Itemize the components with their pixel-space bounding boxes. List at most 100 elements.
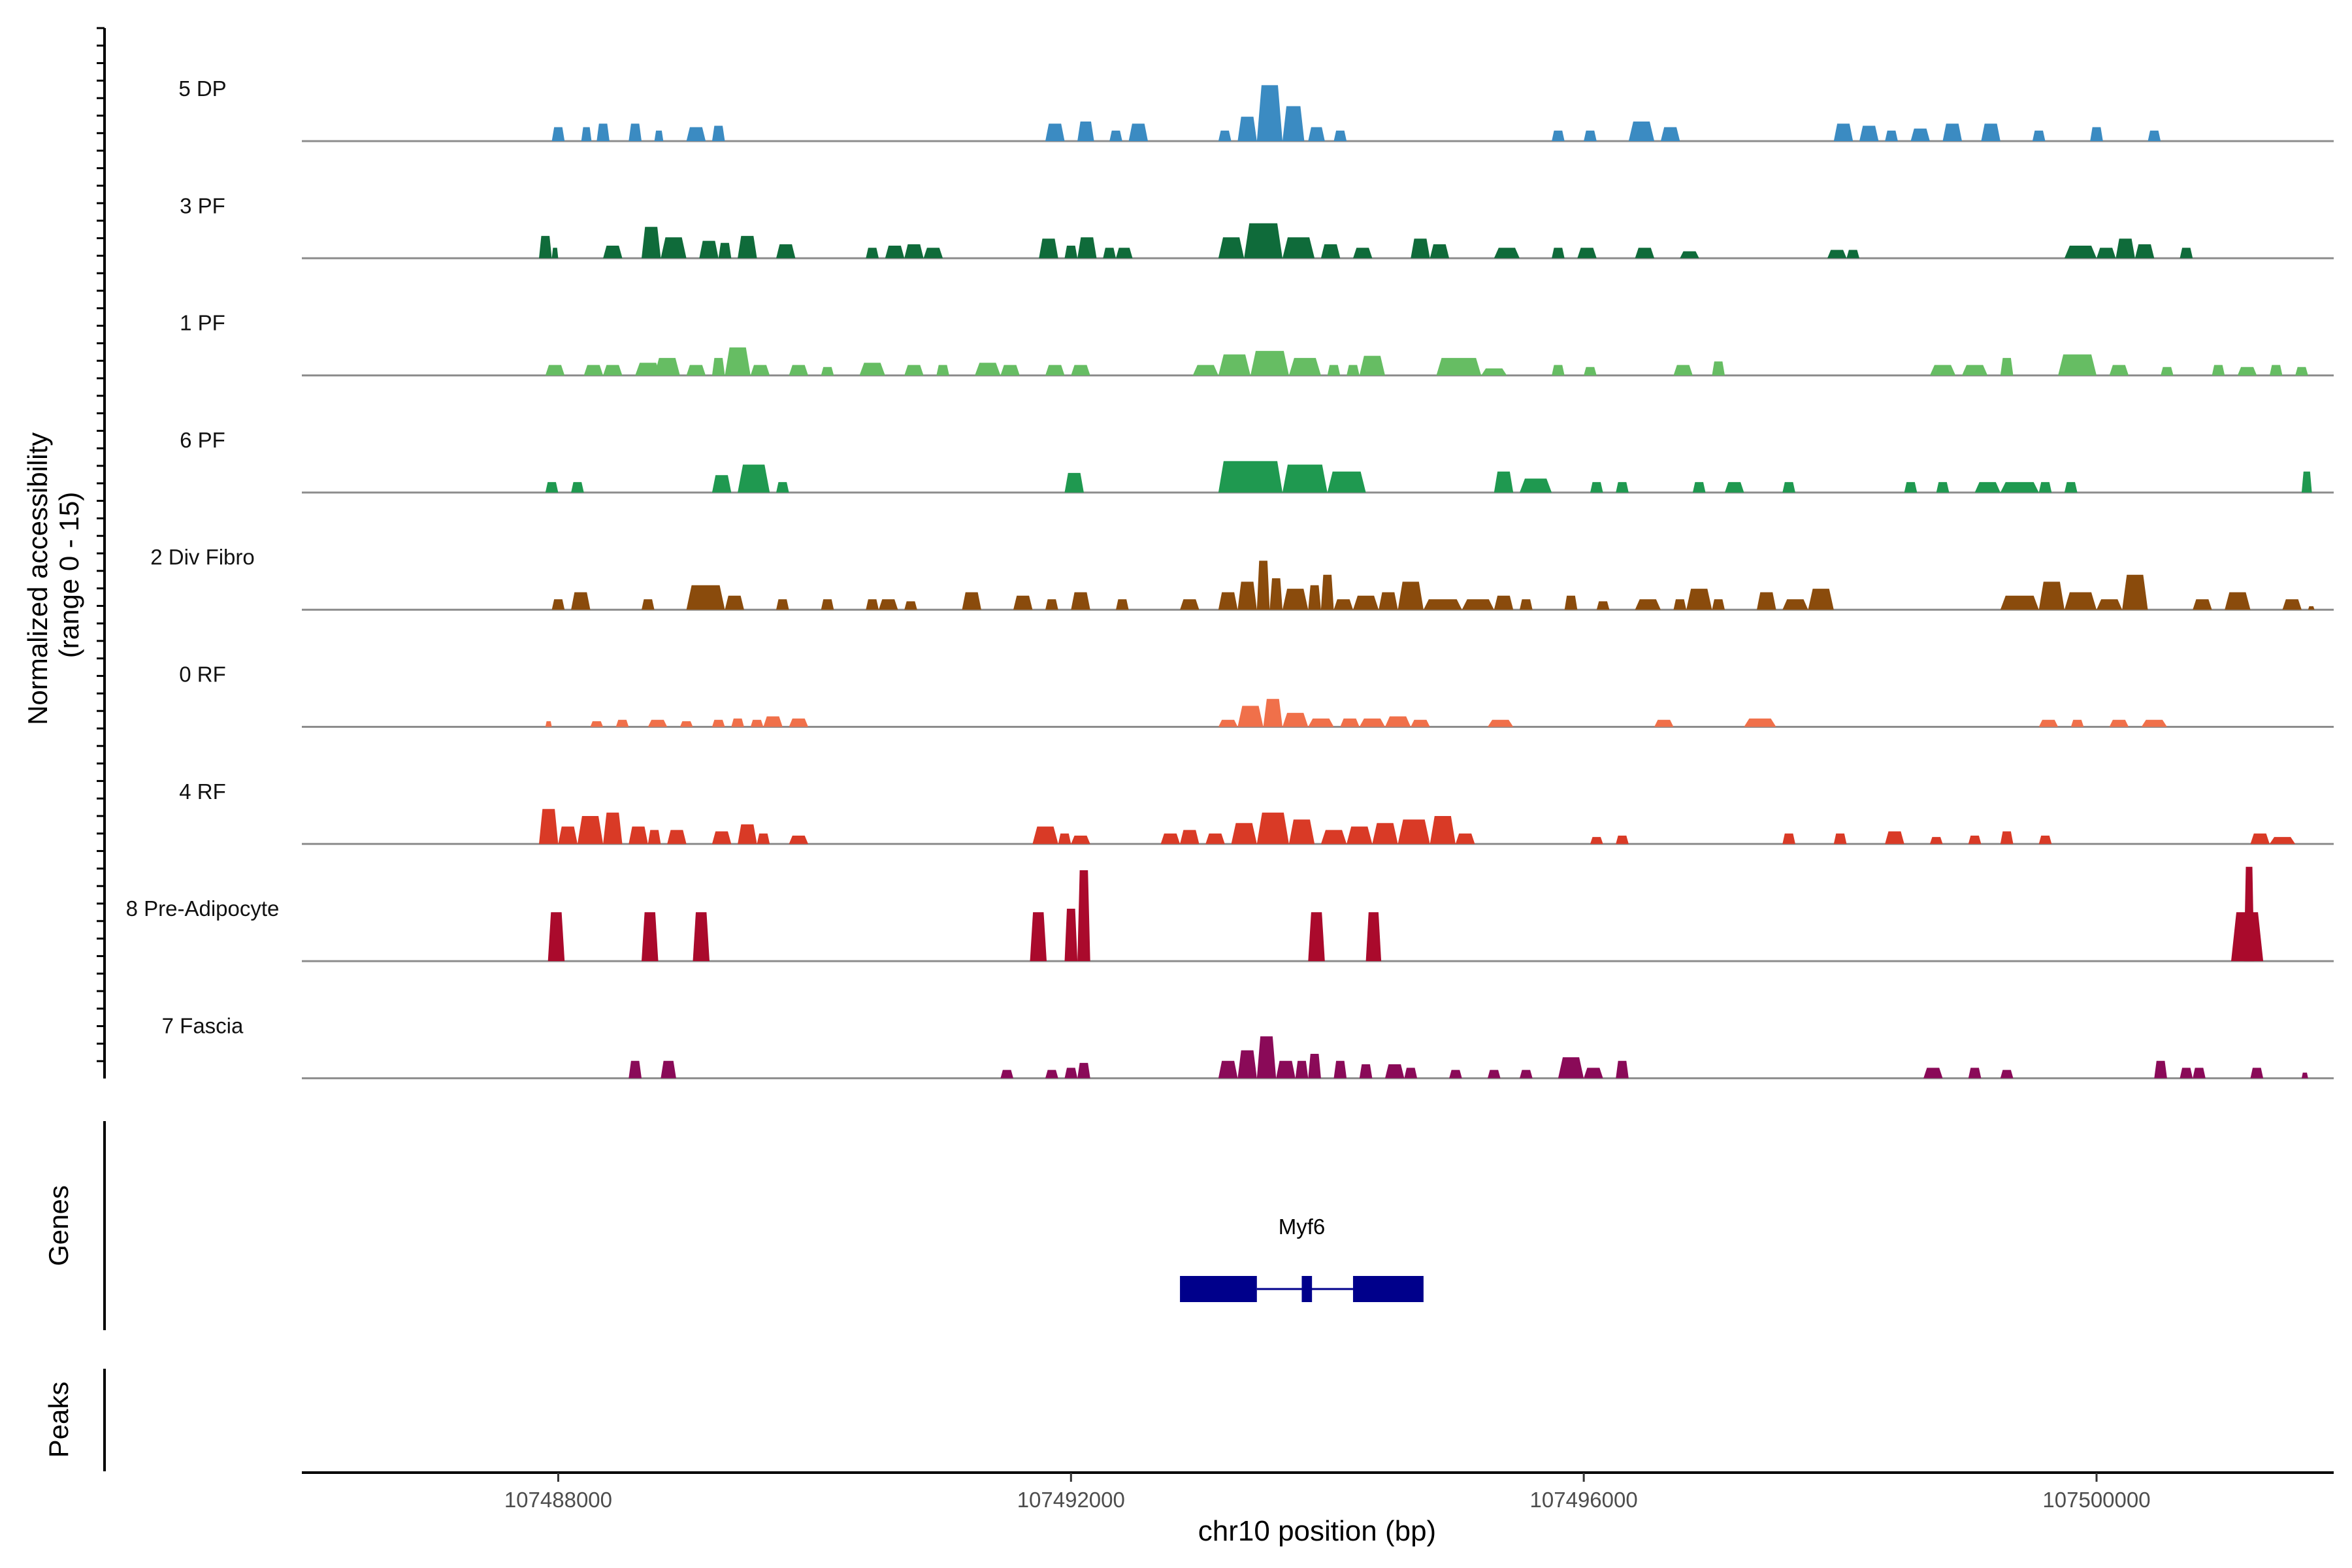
peak (2212, 365, 2225, 376)
x-axis-label: chr10 position (bp) (1198, 1515, 1436, 1547)
peak (1333, 1060, 1347, 1079)
peak (558, 826, 578, 844)
peak (1045, 365, 1065, 376)
peak (596, 123, 610, 141)
peak (1013, 595, 1033, 610)
genes-label: Genes (43, 1185, 74, 1266)
peak (1423, 599, 1462, 610)
peak (2148, 130, 2161, 141)
peak (1045, 123, 1065, 141)
peak (2295, 367, 2308, 376)
peak (590, 721, 604, 727)
peak (1385, 716, 1411, 727)
peak (1064, 1068, 1078, 1079)
peak (603, 365, 623, 376)
x-tick-label: 107492000 (1017, 1488, 1125, 1512)
peak (1584, 130, 1597, 141)
peak (2097, 599, 2123, 610)
peak (1103, 248, 1116, 259)
peak (1347, 826, 1373, 844)
peak (1488, 719, 1514, 727)
track-4-rf (302, 809, 2334, 845)
peak (750, 719, 764, 727)
peak (1077, 870, 1090, 962)
peak (577, 816, 604, 844)
track-2-div-fibro (302, 561, 2334, 611)
peak (789, 365, 808, 376)
peak (1635, 599, 1661, 610)
peak (1237, 1050, 1257, 1079)
peak (1282, 106, 1305, 141)
peak (539, 809, 559, 844)
peak (1782, 599, 1808, 610)
peak (2090, 127, 2103, 141)
peak (2038, 719, 2059, 727)
peak (2180, 1068, 2193, 1079)
peak (1397, 581, 1424, 610)
track-label-4-rf: 4 RF (179, 779, 226, 804)
peak (821, 599, 834, 610)
peak (2038, 482, 2052, 493)
peak (2109, 719, 2129, 727)
peak (1160, 833, 1181, 844)
peak (2122, 574, 2148, 610)
track-label-8-pre-adipocyte: 8 Pre-Adipocyte (126, 896, 280, 921)
peak (718, 242, 732, 259)
peak (1218, 1060, 1238, 1079)
peak (571, 592, 591, 610)
peak (1218, 461, 1282, 493)
peak (2161, 367, 2174, 376)
peak (789, 836, 808, 844)
peak (975, 363, 1001, 376)
peak (1237, 706, 1264, 727)
peak (545, 365, 565, 376)
peak (654, 130, 664, 141)
peak (2250, 833, 2270, 844)
peak (1218, 592, 1238, 610)
x-tick-label: 107496000 (1530, 1488, 1638, 1512)
peak (866, 248, 879, 259)
peak (1616, 482, 1629, 493)
peak (635, 363, 661, 376)
peak (1000, 1070, 1013, 1079)
track-3-pf (302, 223, 2334, 259)
peak (667, 830, 687, 844)
x-tick-label: 107488000 (504, 1488, 612, 1512)
peak (1596, 601, 1610, 610)
peak (2038, 836, 2052, 844)
peak (603, 812, 623, 844)
peak (2193, 599, 2212, 610)
peak (629, 826, 648, 844)
peak (821, 367, 834, 376)
gene-exon (1352, 1276, 1424, 1302)
peak (1673, 599, 1687, 610)
peak (1128, 123, 1148, 141)
peak (2250, 1068, 2264, 1079)
peak (763, 716, 783, 727)
peak (1397, 819, 1430, 844)
peak (1616, 1060, 1629, 1079)
peak (1385, 1064, 1405, 1079)
peak (1218, 354, 1250, 376)
peak (661, 237, 687, 259)
peak (1064, 908, 1078, 962)
peak (1833, 833, 1847, 844)
peak (866, 599, 879, 610)
peak (1660, 127, 1680, 141)
peak (1833, 123, 1854, 141)
peak (2269, 837, 2296, 844)
track-label-6-pf: 6 PF (180, 428, 225, 452)
peak (615, 719, 629, 727)
peak (1282, 465, 1328, 493)
peak (885, 246, 905, 259)
track-label-1-pf: 1 PF (180, 311, 225, 335)
y-axis-label-line1: Normalized accessibility (22, 433, 53, 725)
tracks (302, 85, 2334, 1079)
peak (1276, 1060, 1296, 1079)
peak (1379, 592, 1398, 610)
track-label-5-dp: 5 DP (178, 76, 226, 101)
peak (1462, 599, 1494, 610)
peak (1320, 244, 1341, 259)
peak (551, 248, 559, 259)
